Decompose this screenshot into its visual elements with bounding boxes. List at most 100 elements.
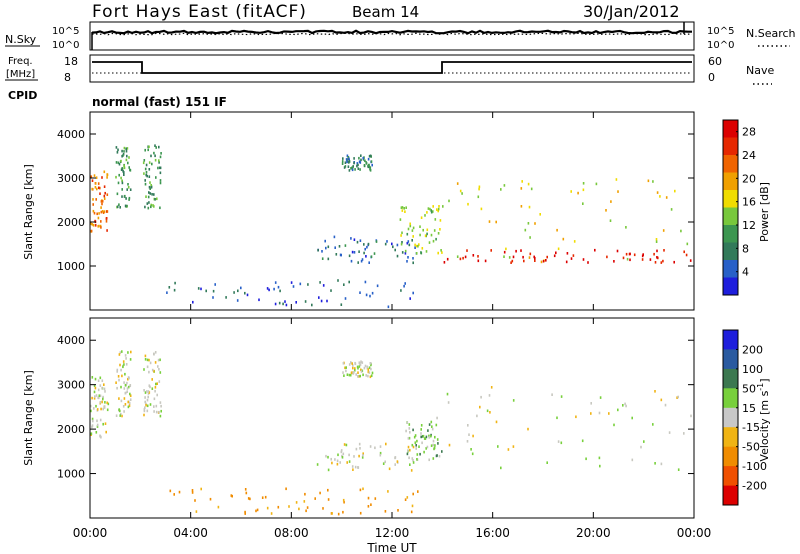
heatmap-cell <box>480 207 483 211</box>
heatmap-cell <box>158 368 160 371</box>
heatmap-cell <box>157 166 159 170</box>
heatmap-cell <box>94 182 97 185</box>
heatmap-cell <box>348 453 350 457</box>
velocity-y-ticks: 1000 2000 3000 4000 <box>57 334 694 481</box>
heatmap-cell <box>343 283 345 286</box>
heatmap-cell <box>144 167 147 171</box>
heatmap-cell <box>369 167 371 171</box>
heatmap-cell <box>209 497 212 501</box>
heatmap-cell <box>266 287 269 290</box>
heatmap-cell <box>256 508 259 512</box>
heatmap-cell <box>384 242 387 246</box>
heatmap-cell <box>625 404 627 408</box>
heatmap-cell <box>369 375 372 379</box>
heatmap-cell <box>143 389 145 392</box>
velocity-colorbar-label-end: ] <box>758 378 771 382</box>
heatmap-cell <box>416 439 418 443</box>
heatmap-cell <box>151 387 154 390</box>
heatmap-cell <box>424 234 427 237</box>
heatmap-cell <box>414 243 416 247</box>
heatmap-cell <box>368 366 371 369</box>
heatmap-cell <box>98 394 101 397</box>
heatmap-cell <box>146 174 148 178</box>
heatmap-cell <box>304 300 307 303</box>
y-tick-label: 1000 <box>57 468 85 481</box>
heatmap-cell <box>93 211 96 215</box>
heatmap-cell <box>407 445 410 449</box>
heatmap-cell <box>144 182 147 186</box>
freq-label: Freq. <box>8 56 33 67</box>
heatmap-cell <box>144 406 146 409</box>
heatmap-cell <box>290 281 293 284</box>
heatmap-cell <box>120 368 122 372</box>
heatmap-cell <box>348 280 350 284</box>
heatmap-cell <box>129 392 131 396</box>
heatmap-cell <box>153 369 155 373</box>
heatmap-cell <box>159 401 162 404</box>
heatmap-cell <box>349 373 352 377</box>
heatmap-cell <box>117 148 119 152</box>
heatmap-cell <box>119 206 121 209</box>
heatmap-cell <box>144 205 146 209</box>
heatmap-cell <box>605 209 607 212</box>
colorbar-tick-label: 28 <box>742 126 756 139</box>
heatmap-cell <box>147 148 149 152</box>
heatmap-cell <box>665 196 668 199</box>
heatmap-cell <box>316 463 319 466</box>
heatmap-cell <box>366 365 369 369</box>
heatmap-cell <box>191 489 194 492</box>
heatmap-cell <box>351 166 353 169</box>
colorbar-tick-label: 8 <box>742 242 749 255</box>
heatmap-cell <box>428 436 431 439</box>
heatmap-cell <box>363 251 365 255</box>
heatmap-cell <box>95 198 97 201</box>
heatmap-cell <box>148 201 150 204</box>
heatmap-cell <box>368 154 371 158</box>
heatmap-cell <box>123 150 125 153</box>
heatmap-cell <box>379 445 382 448</box>
heatmap-cell <box>359 168 361 171</box>
heatmap-cell <box>364 364 367 368</box>
heatmap-cell <box>359 291 361 294</box>
heatmap-cell <box>105 217 108 220</box>
colorbar-swatch <box>723 242 738 261</box>
heatmap-cell <box>168 286 171 289</box>
heatmap-cell <box>374 497 377 500</box>
heatmap-cell <box>660 261 663 264</box>
x-tick-label: 12:00 <box>375 526 410 540</box>
heatmap-cell <box>362 156 364 160</box>
heatmap-cell <box>357 466 360 469</box>
heatmap-cell <box>419 233 421 237</box>
heatmap-cell <box>404 252 407 255</box>
heatmap-cell <box>264 495 267 499</box>
heatmap-cell <box>96 408 99 411</box>
heatmap-cell <box>154 389 156 393</box>
heatmap-cell <box>362 487 364 491</box>
heatmap-cell <box>344 165 347 168</box>
heatmap-cell <box>490 249 492 252</box>
heatmap-cell <box>426 211 428 214</box>
power-colorbar-label: Power [dB] <box>758 182 771 242</box>
heatmap-cell <box>266 506 269 510</box>
heatmap-cell <box>652 423 654 426</box>
heatmap-cell <box>97 225 99 228</box>
heatmap-cell <box>120 412 122 416</box>
heatmap-cell <box>119 409 121 413</box>
heatmap-cell <box>99 401 102 404</box>
heatmap-cell <box>92 209 95 213</box>
heatmap-cell <box>130 350 132 354</box>
heatmap-cell <box>625 252 628 256</box>
heatmap-cell <box>326 299 328 303</box>
heatmap-cell <box>539 213 541 216</box>
heatmap-cell <box>115 381 117 384</box>
heatmap-cell <box>145 163 148 167</box>
heatmap-cell <box>322 507 324 510</box>
heatmap-cell <box>158 145 160 149</box>
heatmap-cell <box>194 499 196 502</box>
heatmap-cell <box>521 180 523 183</box>
y-tick-label: 2000 <box>57 423 85 436</box>
heatmap-cell <box>408 436 411 440</box>
heatmap-cell <box>590 402 592 405</box>
heatmap-cell <box>575 415 577 419</box>
heatmap-cell <box>556 228 558 232</box>
